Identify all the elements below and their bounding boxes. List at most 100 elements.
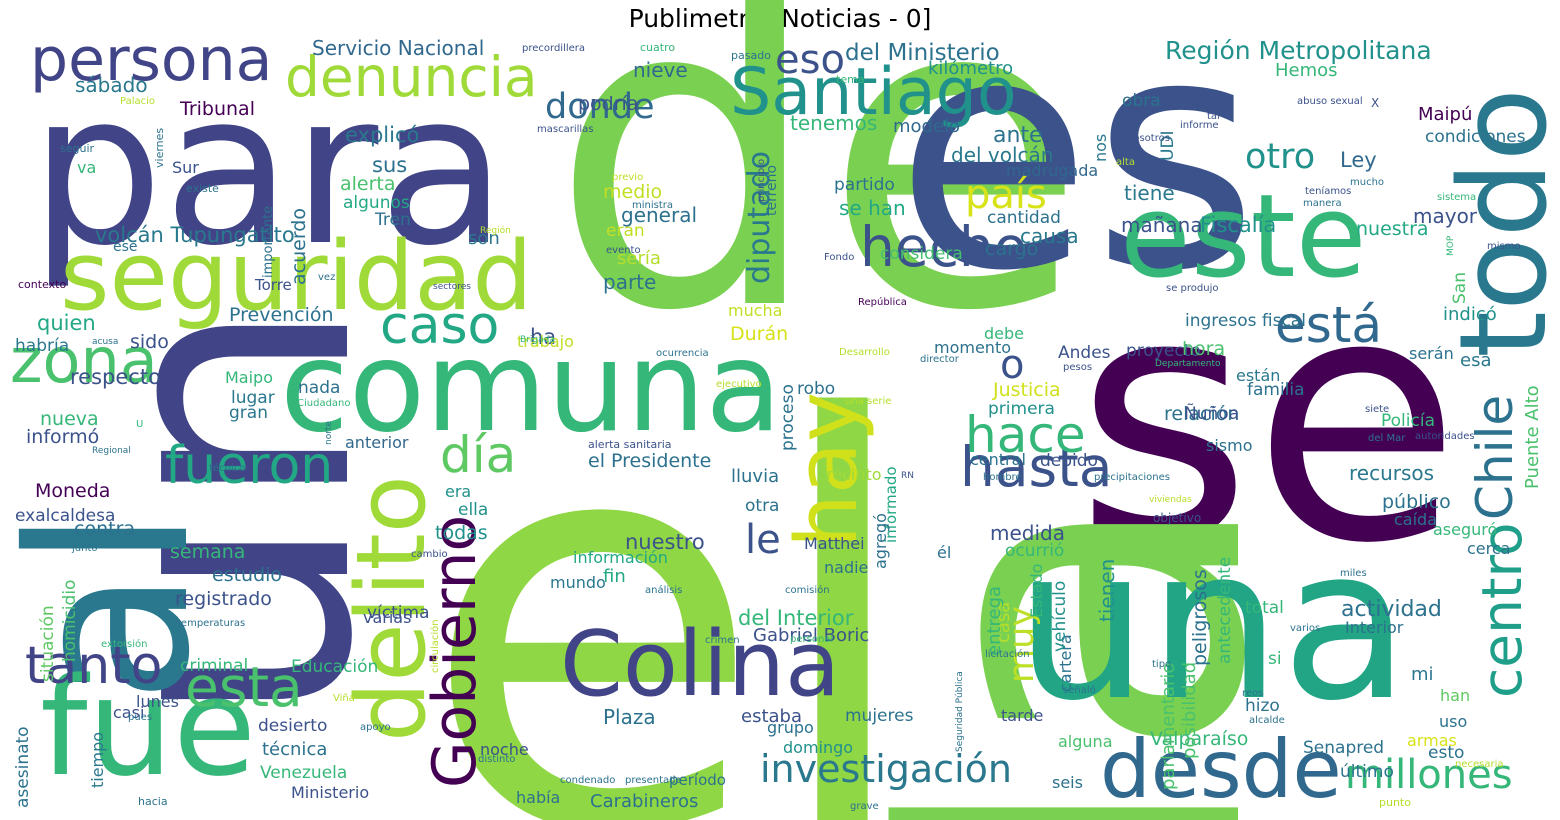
word-tecnico: técnico (209, 463, 246, 474)
word-licitacion: licitación (985, 649, 1030, 660)
word-nada: nada (298, 378, 341, 398)
word-rn: RN (901, 471, 914, 481)
word-lluvia: lluvia (731, 466, 780, 487)
word-relacion: relación (1164, 403, 1240, 425)
word-previo: previo (612, 172, 644, 183)
word-fueron: fueron (165, 436, 334, 496)
word-desde: desde (1100, 723, 1342, 816)
word-caida: caída (1394, 510, 1438, 529)
word-contexto: contexto (18, 278, 67, 291)
word-tiene: tiene (1124, 181, 1175, 205)
word-ha: ha (530, 325, 557, 349)
word-ministerio: Ministerio (291, 783, 370, 802)
word-de: de (550, 0, 1088, 405)
word-otra: otra (745, 496, 780, 516)
word-publico: público (1382, 491, 1451, 513)
word-proceso: proceso (778, 384, 798, 451)
word-hacia: hacia (138, 795, 168, 808)
word-actividad: actividad (1341, 597, 1442, 622)
word-alerta: alerta (340, 173, 396, 195)
word-pesos: pesos (1063, 362, 1093, 373)
word-x: X (1371, 96, 1380, 110)
word-director: director (920, 354, 959, 365)
word-junto: junto (72, 543, 98, 554)
word-fiscalia: Fiscalía (1200, 213, 1277, 237)
word-explico: explicó (345, 123, 420, 147)
word-varias: varias (363, 608, 412, 627)
word-armas: armas (1407, 731, 1457, 750)
word-semana: semana (170, 541, 246, 563)
word-duran: Durán (730, 323, 789, 345)
word-el: el (420, 304, 921, 820)
word-vehiculo: vehículo (1050, 580, 1070, 652)
word-alerta-sanitaria: alerta sanitaria (588, 438, 672, 451)
word-region: Región (480, 226, 511, 236)
word-otro: otro (1245, 137, 1316, 177)
word-fondo: Fondo (824, 252, 855, 263)
word-mascarillas: mascarillas (537, 124, 594, 135)
word-trabajo: trabajo (517, 332, 574, 351)
word-periodo: período (669, 771, 726, 789)
word-del-volcan: del volcán (951, 143, 1054, 167)
word-nieve: nieve (633, 58, 688, 82)
word-comuna: comuna (280, 315, 783, 460)
word-modelo: modelo (893, 116, 961, 137)
word-primera: primera (988, 399, 1055, 419)
word-millones: millones (1345, 752, 1513, 798)
word-apoyo: apoyo (360, 722, 391, 733)
word-homicidio: homicidio (60, 579, 80, 662)
word-central: central (970, 450, 1026, 469)
word-o: o (1000, 342, 1025, 388)
word-tal: tal (1207, 111, 1220, 122)
word-caso: caso (380, 296, 500, 356)
word-seguir: seguir (60, 142, 95, 155)
word-del-mar: del Mar (1368, 433, 1406, 444)
word-desierto: desierto (258, 716, 328, 736)
word-fue: fue (40, 649, 257, 806)
word-registrado: registrado (175, 588, 272, 610)
word-peligrosos: peligrosos (1189, 569, 1211, 666)
word-alta: alta (1116, 157, 1135, 168)
word-policia: Policía (1381, 411, 1435, 431)
word-kilometro: kilómetro (928, 58, 1014, 79)
word-senapred: Senapred (1303, 738, 1385, 758)
word-tren: Tren (375, 210, 411, 230)
word-interior: Interior (1345, 618, 1404, 637)
word-una: una (1015, 502, 1410, 747)
word-son: son (468, 228, 500, 249)
word-hora: hora (1182, 338, 1226, 360)
word-pasado: pasado (731, 49, 771, 62)
word-reos: reos (1242, 688, 1264, 699)
word-hecho: hecho (860, 215, 1028, 279)
word-recinto: recinto (826, 465, 882, 484)
word-circulacion: circulación (430, 619, 441, 673)
word-condenado: condenado (560, 775, 616, 786)
word-republica: República (858, 297, 907, 308)
word-hombre: hombre (983, 472, 1022, 483)
word-era: era (445, 482, 472, 501)
word-autoridades: autoridades (1415, 431, 1475, 442)
word-precipitaciones: precipitaciones (1094, 472, 1170, 483)
word-santiago: Santiago (730, 55, 1017, 130)
word-hemos: Hemos (1275, 60, 1338, 81)
word-madrugada: madrugada (1006, 161, 1099, 180)
word-manera: manera (1303, 198, 1342, 209)
word-se-produjo: se produjo (1166, 283, 1219, 294)
word-habia: había (516, 788, 561, 807)
word-mop: MOP (1446, 235, 1456, 256)
word-exalcaldesa: exalcaldesa (15, 506, 116, 526)
word-casi: casi (113, 703, 145, 722)
word-tema: tema (836, 73, 865, 86)
word-el: él (937, 543, 952, 562)
word-eso: eso (775, 37, 845, 83)
word-viernes: viernes (153, 127, 166, 168)
word-quien: quien (37, 311, 96, 335)
word-plaza: Plaza (603, 705, 656, 729)
word-del-ministerio: del Ministerio (845, 40, 1000, 66)
word-miles: miles (1340, 568, 1367, 579)
word-total: total (1245, 598, 1284, 618)
word-uso: uso (1439, 712, 1468, 731)
word-matthei: Matthei (804, 534, 865, 553)
word-regional: Regional (92, 446, 131, 456)
word-antecedente: antecedente (1215, 556, 1235, 664)
